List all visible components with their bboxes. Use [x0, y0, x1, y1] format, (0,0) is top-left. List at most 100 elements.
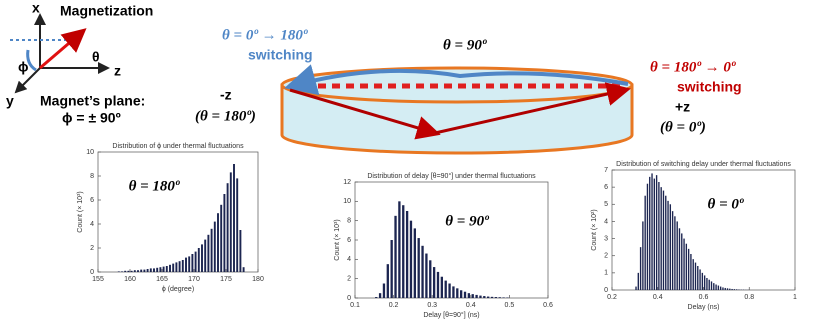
bar	[639, 247, 642, 290]
x-tick-label: 0.3	[427, 302, 437, 309]
y-tick-label: 2	[90, 245, 94, 252]
bar	[475, 294, 478, 298]
bar	[121, 271, 123, 272]
x-tick-label: 155	[92, 276, 104, 283]
y-tick-label: 0	[347, 295, 351, 302]
bar	[226, 183, 229, 272]
bar	[660, 187, 662, 290]
plot-frame	[611, 169, 796, 291]
bar	[127, 270, 130, 272]
bar	[191, 254, 194, 272]
bar	[181, 260, 184, 272]
bar	[169, 264, 171, 272]
bar	[207, 234, 210, 272]
annotation: θ = 180º	[129, 178, 180, 194]
y-tick-label: 4	[604, 218, 608, 225]
x-axis-label: ϕ (degree)	[162, 286, 194, 293]
bar	[220, 204, 223, 272]
bar	[683, 238, 685, 290]
bar	[394, 215, 397, 298]
x-tick-label: 0.5	[505, 302, 515, 309]
bar	[699, 269, 701, 290]
bar	[724, 287, 726, 290]
bar	[733, 289, 736, 290]
label: (θ = 180º)	[195, 108, 256, 124]
y-tick-label: 4	[90, 221, 94, 228]
bar	[165, 266, 168, 272]
bar	[494, 297, 498, 298]
x-tick-label: 1	[793, 294, 797, 301]
chart-title: Distribution of switching delay under th…	[616, 161, 791, 168]
bar	[459, 290, 463, 298]
bar	[117, 271, 120, 272]
bar	[417, 238, 420, 298]
bar	[479, 295, 482, 298]
bar	[405, 211, 409, 298]
label: switching	[248, 47, 313, 63]
bar	[467, 293, 471, 298]
bar	[239, 230, 242, 272]
bar	[735, 289, 738, 290]
bar	[708, 279, 710, 290]
bar	[143, 269, 146, 272]
x-tick-label: 0.1	[350, 302, 360, 309]
label: Magnet’s plane:	[40, 93, 145, 109]
label: z	[114, 63, 121, 79]
bar	[651, 173, 653, 290]
bar	[204, 239, 207, 272]
bar	[375, 297, 378, 298]
label: (θ = 0º)	[660, 119, 706, 135]
label: +z	[675, 99, 690, 115]
bar	[156, 267, 159, 272]
bar	[674, 216, 676, 290]
bar	[678, 228, 681, 290]
y-tick-label: 6	[90, 197, 94, 204]
x-axis-label: Delay (ns)	[688, 304, 720, 311]
bar	[137, 270, 139, 272]
bar	[236, 178, 239, 272]
bar	[153, 268, 155, 272]
bar	[722, 287, 724, 290]
bar	[456, 288, 459, 298]
y-tick-label: 2	[347, 276, 351, 283]
bar	[398, 201, 401, 298]
bar	[149, 268, 152, 272]
y-tick-label: 6	[347, 237, 351, 244]
bar	[175, 262, 178, 272]
x-tick-label: 0.4	[653, 294, 663, 301]
y-tick-label: 4	[347, 256, 351, 263]
bar	[386, 264, 389, 298]
bar	[671, 211, 674, 290]
bar	[429, 260, 432, 298]
y-axis-label: Count (× 10²)	[591, 209, 598, 250]
bar	[719, 286, 722, 290]
x-tick-label: 165	[156, 276, 168, 283]
bar	[210, 228, 213, 272]
y-tick-label: 3	[604, 235, 608, 242]
magnet-disk	[280, 64, 634, 155]
bar	[498, 297, 501, 298]
bar	[694, 262, 697, 290]
bar	[487, 296, 490, 298]
y-tick-label: 10	[343, 198, 351, 205]
bar	[130, 270, 133, 272]
bar	[440, 276, 444, 298]
label: -z	[220, 87, 232, 103]
bar	[213, 221, 216, 272]
chart-title: Distribution of ϕ under thermal fluctuat…	[112, 143, 244, 150]
bar	[402, 205, 405, 298]
bar	[421, 245, 424, 298]
bar	[731, 288, 733, 290]
bar	[188, 256, 191, 272]
label: ϕ = ± 90º	[62, 110, 121, 126]
label: θ	[92, 49, 100, 65]
annotation: θ = 90º	[445, 213, 489, 229]
bar	[697, 266, 699, 290]
bar	[687, 248, 690, 290]
bar	[432, 267, 436, 298]
bar	[140, 269, 143, 272]
bar	[217, 213, 219, 272]
bar	[124, 270, 127, 272]
bar	[223, 194, 226, 272]
